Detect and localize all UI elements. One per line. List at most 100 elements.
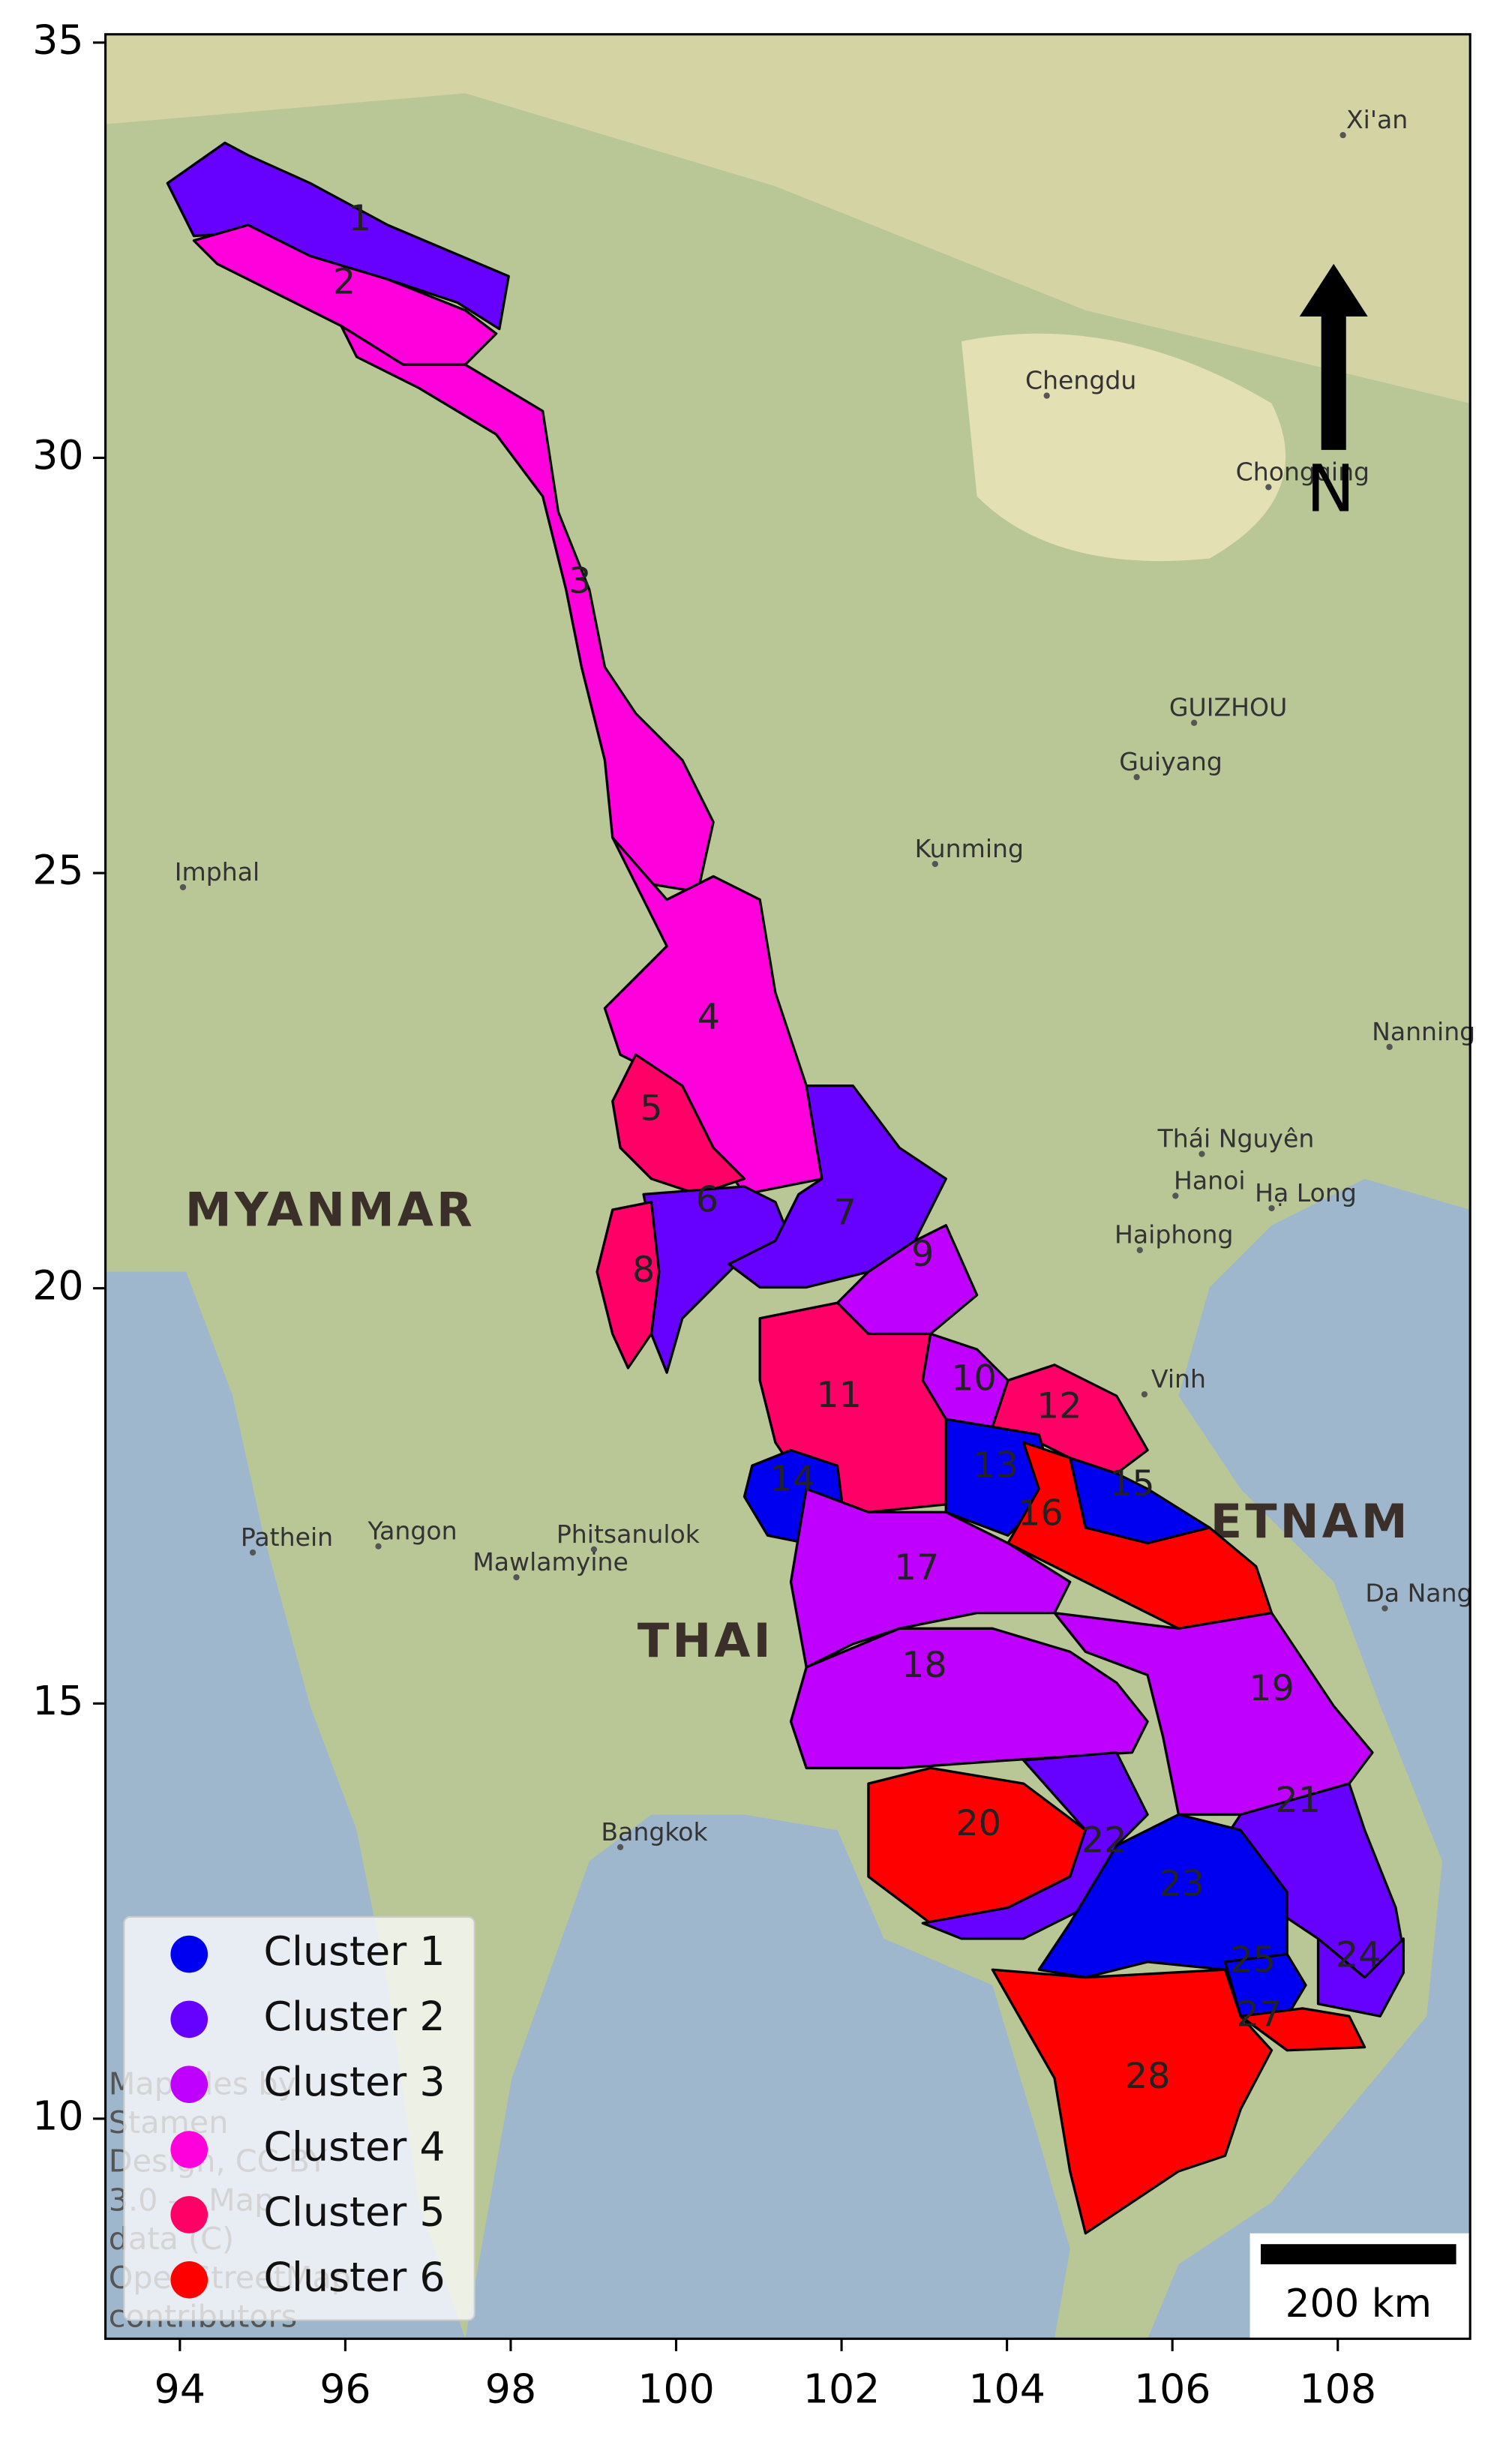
- place-label: Hạ Long: [1255, 1178, 1357, 1208]
- basin-label: 23: [1159, 1864, 1204, 1905]
- place-dot: [1340, 132, 1346, 139]
- place-label: Phitsanulok: [556, 1520, 700, 1549]
- basin-label: 5: [640, 1088, 662, 1130]
- legend-marker: [170, 2131, 208, 2168]
- place-label: Vinh: [1151, 1364, 1206, 1394]
- basin-label: 28: [1125, 2056, 1171, 2097]
- basin: [789, 1487, 1072, 1669]
- x-tick-label: 108: [1299, 2365, 1376, 2412]
- legend-label: Cluster 1: [264, 1928, 446, 1975]
- x-tick-label: 106: [1134, 2365, 1211, 2412]
- basin-label: 3: [568, 561, 591, 602]
- basin-label: 20: [956, 1803, 1001, 1844]
- y-tick-label: 20: [32, 1262, 83, 1309]
- basin: [991, 1968, 1274, 2235]
- legend-label: Cluster 2: [264, 1993, 446, 2040]
- north-arrow: N: [1299, 263, 1368, 527]
- basin-label: 16: [1018, 1492, 1064, 1534]
- place-label: Yangon: [367, 1516, 457, 1546]
- sea: [465, 1814, 1070, 2339]
- place-label: Imphal: [175, 857, 260, 886]
- country-label: ETNAM: [1210, 1494, 1411, 1549]
- legend-marker: [170, 2260, 208, 2299]
- basin-label: 1: [349, 198, 371, 239]
- basin-label: 21: [1275, 1780, 1321, 1821]
- place-label: Chongqing: [1236, 457, 1370, 486]
- legend-marker: [170, 2196, 208, 2234]
- legend-label: Cluster 5: [264, 2188, 446, 2236]
- basin-label: 7: [834, 1192, 856, 1233]
- scale-bar: 200 km: [1250, 2233, 1471, 2339]
- y-tick-label: 35: [32, 16, 83, 63]
- basin: [596, 1201, 661, 1370]
- place-label: GUIZHOU: [1169, 693, 1287, 722]
- place-dot: [179, 884, 187, 891]
- place-dot: [1386, 1043, 1393, 1051]
- place-dot: [249, 1549, 256, 1556]
- place-label: Pathein: [241, 1522, 333, 1552]
- place-label: Kunming: [915, 834, 1024, 863]
- north-arrow-head: [1299, 263, 1368, 317]
- x-tick-label: 102: [803, 2365, 880, 2412]
- place-label: Guiyang: [1119, 747, 1222, 776]
- place-label: Da Nang: [1365, 1578, 1472, 1607]
- basin-label: 27: [1237, 1994, 1282, 2035]
- basin-label: 4: [698, 997, 720, 1038]
- legend-box: [123, 1916, 476, 2321]
- basin-label: 9: [911, 1234, 934, 1275]
- plot-frame: [104, 33, 1472, 2340]
- place-label: Haiphong: [1114, 1220, 1234, 1250]
- legend-label: Cluster 4: [264, 2123, 446, 2170]
- basin-label: 17: [894, 1547, 940, 1588]
- basin-label: 8: [632, 1250, 655, 1291]
- basin-plain: [961, 333, 1286, 562]
- place-dot: [375, 1543, 382, 1550]
- basin-label: 19: [1249, 1668, 1294, 1709]
- y-tick-label: 30: [32, 431, 83, 478]
- place-dot: [590, 1546, 598, 1553]
- scale-bar-line: [1261, 2244, 1456, 2265]
- place-dot: [932, 860, 938, 868]
- place-dot: [1133, 774, 1140, 781]
- basin-label: 6: [696, 1180, 718, 1221]
- place-dot: [616, 1844, 624, 1851]
- basin-label: 25: [1230, 1940, 1276, 1981]
- place-label: Chengdu: [1025, 365, 1136, 394]
- basin-label: 14: [770, 1459, 815, 1500]
- basin-label: 13: [973, 1444, 1018, 1486]
- basin-label: 18: [902, 1645, 947, 1686]
- x-tick-label: 94: [154, 2365, 206, 2412]
- plateau: [105, 34, 1471, 404]
- north-label: N: [1306, 452, 1355, 527]
- place-label: Thái Nguyên: [1157, 1124, 1315, 1154]
- place-dot: [1190, 719, 1198, 726]
- x-tick-label: 98: [485, 2365, 536, 2412]
- basin: [192, 224, 498, 366]
- basin-label: 24: [1336, 1935, 1382, 1976]
- country-label: THAI: [638, 1613, 774, 1668]
- legend-label: Cluster 3: [264, 2058, 446, 2105]
- north-arrow-shaft: [1321, 313, 1346, 450]
- x-tick-label: 104: [968, 2365, 1046, 2412]
- legend-marker: [170, 2066, 208, 2104]
- basin: [1239, 2007, 1366, 2052]
- place-dot: [1382, 1605, 1388, 1612]
- country-label: MYANMAR: [185, 1182, 476, 1237]
- basin-label: 2: [333, 262, 356, 303]
- legend: Cluster 1 Cluster 2 Cluster 3 Cluster 4 Clus…: [123, 1916, 476, 2321]
- sea: [1148, 1178, 1471, 2339]
- place-dot: [1141, 1390, 1148, 1398]
- legend-marker: [170, 1935, 208, 1973]
- basin: [1316, 1937, 1405, 2018]
- x-tick-label: 96: [320, 2365, 370, 2412]
- y-tick-label: 25: [32, 847, 83, 894]
- y-tick-label: 15: [32, 1677, 83, 1724]
- place-dot: [1268, 1204, 1275, 1212]
- place-label: Xi'an: [1346, 105, 1408, 134]
- place-dot: [1043, 392, 1050, 399]
- basin: [789, 1627, 1149, 1770]
- place-dot: [513, 1574, 520, 1581]
